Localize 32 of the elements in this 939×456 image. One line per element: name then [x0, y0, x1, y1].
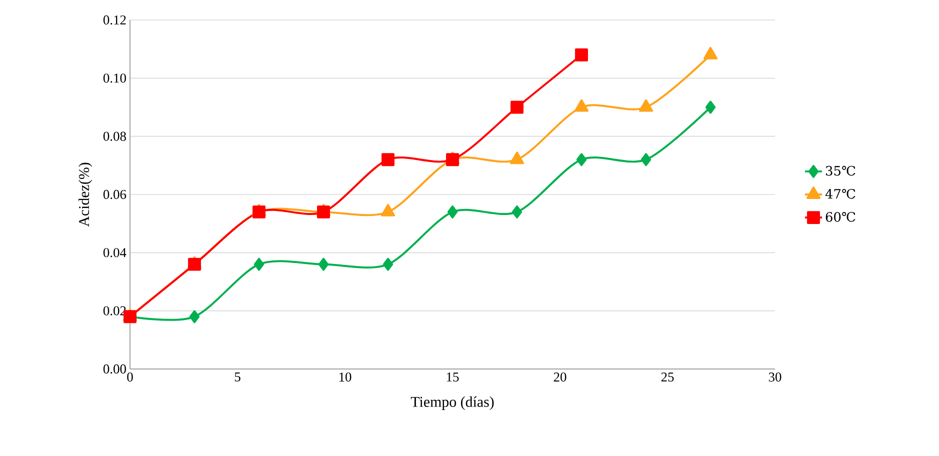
x-tick-label: 0 [127, 372, 133, 382]
point [189, 310, 200, 324]
y-tick-label: 0.08 [103, 132, 126, 141]
x-tick-label: 10 [339, 372, 352, 382]
y-tick-label: 0.10 [103, 74, 126, 83]
x-tick-label: 30 [768, 372, 782, 382]
x-tick-label: 25 [661, 372, 674, 382]
point [510, 152, 524, 164]
point [382, 153, 394, 166]
y-tick-label: 0.06 [103, 190, 126, 200]
y-tick-label: 0.04 [103, 248, 126, 258]
point [254, 258, 264, 271]
point [382, 258, 394, 271]
y-tick-label: 0.00 [103, 364, 126, 374]
y-tick-label: 0.12 [103, 15, 126, 25]
point [705, 100, 716, 114]
legend-label: 35℃ [826, 166, 856, 176]
y-axis-title: Acidez(%) [78, 162, 92, 227]
legend-label: 60℃ [826, 212, 856, 222]
y-tick-label: 0.02 [103, 306, 126, 316]
point [640, 153, 652, 166]
point [447, 205, 458, 218]
point [510, 100, 524, 114]
point [575, 48, 588, 62]
point [512, 205, 522, 218]
point [576, 153, 587, 166]
legend-label: 47℃ [825, 188, 856, 199]
x-tick-label: 15 [446, 372, 459, 382]
point [318, 258, 329, 271]
x-tick-label: 5 [234, 372, 240, 382]
x-axis-title: Tiempo (días) [410, 396, 494, 410]
x-tick-label: 20 [554, 372, 566, 382]
